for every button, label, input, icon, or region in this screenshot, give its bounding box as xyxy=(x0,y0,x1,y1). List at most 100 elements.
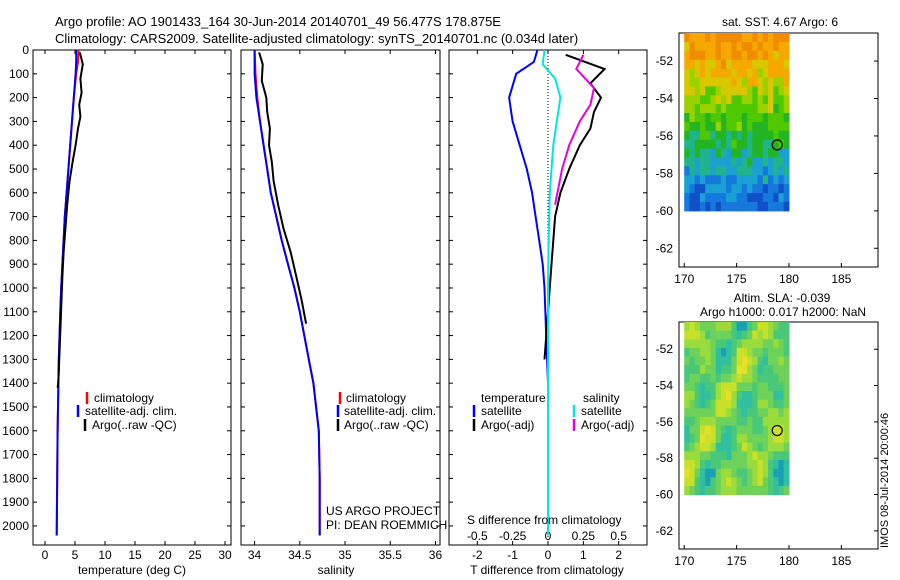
heatmap-cell xyxy=(773,184,780,194)
heatmap-cell xyxy=(773,68,780,79)
heatmap-cell xyxy=(778,356,785,366)
heatmap-cell xyxy=(699,468,706,478)
heatmap-cell xyxy=(741,77,748,87)
heatmap-cell xyxy=(762,408,769,418)
heatmap-cell xyxy=(757,148,764,159)
latitude-tick-label: -56 xyxy=(656,129,674,143)
heatmap-cell xyxy=(731,382,738,392)
heatmap-cell xyxy=(705,41,711,52)
heatmap-cell xyxy=(699,104,706,114)
heatmap-cell xyxy=(741,68,748,79)
heatmap-cell xyxy=(699,485,706,496)
legend-label-t-argo: Argo(-adj) xyxy=(481,418,534,432)
heatmap-cell xyxy=(694,442,701,452)
heatmap-cell xyxy=(684,33,690,43)
heatmap-cell xyxy=(699,166,706,176)
heatmap-cell xyxy=(762,148,769,159)
longitude-tick-label: 180 xyxy=(779,554,799,568)
heatmap-cell xyxy=(715,382,722,392)
heatmap-cell xyxy=(773,201,780,212)
heatmap-cell xyxy=(684,434,690,444)
heatmap-cell xyxy=(783,442,790,452)
heatmap-cell xyxy=(694,86,701,96)
heatmap-cell xyxy=(720,139,727,150)
heatmap-cell xyxy=(726,33,732,43)
heatmap-cell xyxy=(757,460,764,470)
heatmap-cell xyxy=(762,50,769,61)
heatmap-cell xyxy=(768,68,774,79)
heatmap-cell xyxy=(684,416,690,427)
heatmap-cell xyxy=(689,477,696,487)
heatmap-cell xyxy=(715,139,722,150)
heatmap-cell xyxy=(705,322,711,332)
heatmap-cell xyxy=(710,166,717,176)
heatmap-cell xyxy=(778,477,785,487)
temperature-xlabel: temperature (deg C) xyxy=(78,563,186,577)
heatmap-cell xyxy=(747,41,753,52)
heatmap-cell xyxy=(689,77,696,87)
heatmap-cell xyxy=(726,347,732,358)
heatmap-cell xyxy=(699,50,706,61)
heatmap-cell xyxy=(705,157,711,167)
heatmap-cell xyxy=(710,41,717,52)
heatmap-cell xyxy=(731,130,738,141)
heatmap-cell xyxy=(762,468,769,478)
heatmap-cell xyxy=(705,166,711,176)
x-tick-label: 34.5 xyxy=(288,548,312,562)
heatmap-cell xyxy=(752,382,759,392)
heatmap-cell xyxy=(715,68,722,79)
heatmap-cell xyxy=(747,148,753,159)
heatmap-cell xyxy=(710,416,717,427)
credit-line2: PI: DEAN ROEMMICH xyxy=(326,518,447,532)
heatmap-cell xyxy=(694,175,701,185)
legend-header-salinity: salinity xyxy=(583,391,620,405)
heatmap-cell xyxy=(726,86,732,96)
heatmap-cell xyxy=(684,59,690,70)
heatmap-cell xyxy=(757,201,764,212)
heatmap-cell xyxy=(705,113,711,123)
heatmap-cell xyxy=(768,166,774,176)
heatmap-cell xyxy=(699,77,706,87)
heatmap-cell xyxy=(747,33,753,43)
heatmap-cell xyxy=(684,408,690,418)
heatmap-cell xyxy=(778,408,785,418)
heatmap-cell xyxy=(783,460,790,470)
latitude-tick-label: -62 xyxy=(656,241,674,255)
heatmap-cell xyxy=(715,41,722,52)
heatmap-cell xyxy=(736,148,743,159)
heatmap-cell xyxy=(736,68,743,79)
heatmap-cell xyxy=(705,50,711,61)
heatmap-cell xyxy=(747,104,753,114)
heatmap-cell xyxy=(736,95,743,105)
series-line-salinity-satellite xyxy=(541,49,562,536)
heatmap-cell xyxy=(731,175,738,185)
heatmap-cell xyxy=(741,139,748,150)
heatmap-cell xyxy=(752,373,759,383)
heatmap-cell xyxy=(699,416,706,427)
sla-map-title: Altim. SLA: -0.039 xyxy=(734,291,831,305)
depth-tick-label: 200 xyxy=(9,91,29,105)
heatmap-cell xyxy=(768,184,774,194)
heatmap-cell xyxy=(689,95,696,105)
sla-map-axes: 170 175 180 185 -52 -54 -56 -58 -60 -62 xyxy=(656,342,878,568)
depth-tick-label: 1700 xyxy=(2,448,29,462)
heatmap-cell xyxy=(710,485,717,496)
latitude-tick-label: -52 xyxy=(656,342,674,356)
heatmap-cell xyxy=(710,347,717,358)
heatmap-cell xyxy=(684,373,690,383)
heatmap-cell xyxy=(741,356,748,366)
heatmap-cell xyxy=(720,391,727,401)
longitude-tick-label: 170 xyxy=(674,554,694,568)
heatmap-cell xyxy=(736,130,743,141)
heatmap-cell xyxy=(705,95,711,105)
heatmap-cell xyxy=(747,175,753,185)
legend-label-argo: Argo(..raw -QC) xyxy=(344,418,429,432)
latitude-tick-label: -60 xyxy=(656,488,674,502)
heatmap-cell xyxy=(762,95,769,105)
longitude-tick-label: 175 xyxy=(727,554,747,568)
heatmap-cell xyxy=(762,477,769,487)
heatmap-cell xyxy=(768,33,774,43)
heatmap-cell xyxy=(710,175,717,185)
heatmap-cell xyxy=(757,322,764,332)
depth-tick-label: 900 xyxy=(9,257,29,271)
